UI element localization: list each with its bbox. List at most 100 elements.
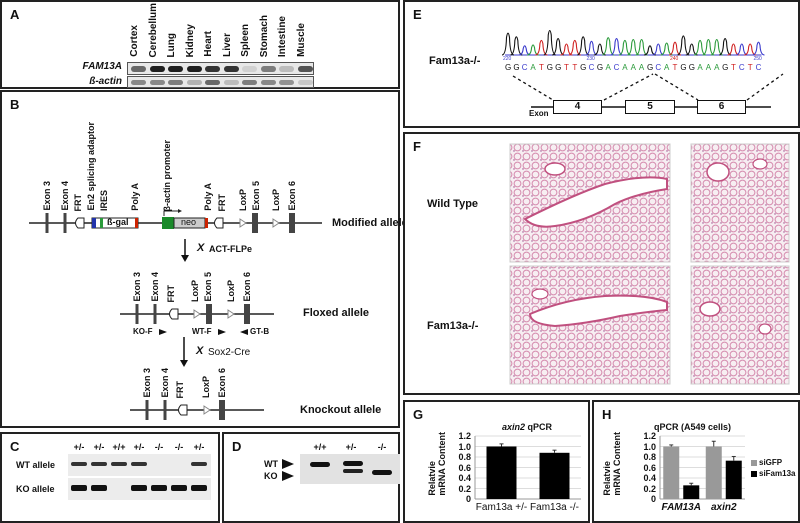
sequence-base: A xyxy=(530,63,536,72)
exon-label: Exon xyxy=(529,109,549,118)
exon-5-box: 5 xyxy=(625,100,675,114)
promoter-arrowhead-icon xyxy=(178,209,182,213)
gel-band xyxy=(91,462,107,466)
sequencing-chromatogram xyxy=(501,29,784,108)
y-tick-label: 0.2 xyxy=(458,483,471,494)
genotype-label: -/- xyxy=(154,442,164,452)
position-label: 240 xyxy=(670,56,679,62)
exon-block xyxy=(45,213,49,233)
chromatogram-peak xyxy=(752,41,765,56)
feature-label: FRT xyxy=(166,284,176,303)
genotype-label: -/- xyxy=(174,442,184,452)
chromatogram-peak xyxy=(718,38,732,56)
splice-dashed-line xyxy=(746,73,784,101)
gel-band xyxy=(242,80,257,85)
y-tick-label: 0.8 xyxy=(458,452,471,462)
sequence-base: G xyxy=(505,63,512,72)
sequence-base: T xyxy=(747,63,753,72)
genotype-label: +/- xyxy=(345,442,357,452)
chromatogram-peak xyxy=(602,37,615,56)
panel-e-label: E xyxy=(413,7,422,22)
tissue-label: Intestine xyxy=(277,15,288,57)
splice-dashed-line xyxy=(512,75,554,101)
tissue-label: Liver xyxy=(221,33,233,57)
wt-allele-label: WT allele xyxy=(16,460,56,470)
tissue-label: Spleen xyxy=(240,24,251,57)
neo-label: neo xyxy=(181,217,197,227)
exon-block xyxy=(289,213,295,233)
sequence-base: G xyxy=(688,63,695,72)
gel-band xyxy=(71,462,87,466)
exon-6-box: 6 xyxy=(697,100,746,114)
genotype-label: +/- xyxy=(73,442,85,452)
legend-label: siGFP xyxy=(759,458,783,467)
feature-label: LoxP xyxy=(271,188,281,211)
panel-h-label: H xyxy=(602,407,612,422)
chart-title: qPCR (A549 cells) xyxy=(654,422,732,432)
feature-label: FRT xyxy=(175,380,185,399)
gel-band xyxy=(131,80,146,85)
sequence-base: A xyxy=(714,63,720,72)
y-tick-label: 0.4 xyxy=(458,473,471,483)
arrow-down-icon xyxy=(181,255,189,262)
feature-label: Poly A xyxy=(203,183,213,211)
gel-band xyxy=(372,470,392,475)
sequence-base: A xyxy=(705,63,712,72)
bar xyxy=(705,446,722,499)
exon-block xyxy=(206,304,212,324)
chromatogram-peak xyxy=(526,44,540,56)
exon-block xyxy=(244,304,250,324)
wt-marker-label: WT xyxy=(264,459,278,469)
loxp-site-icon xyxy=(272,218,280,228)
gel-band xyxy=(149,66,165,72)
x-category-label: Fam13a +/- xyxy=(475,502,528,513)
tissue-label: Cortex xyxy=(129,25,140,57)
primer-arrow-icon xyxy=(159,329,167,335)
panel-f: F Wild Type Fam13a-/- xyxy=(403,132,800,395)
feature-label: LoxP xyxy=(190,279,200,302)
bar xyxy=(725,460,742,499)
chromatogram-peak xyxy=(577,36,590,56)
gel-band xyxy=(297,80,313,85)
frt-site-icon xyxy=(178,404,188,416)
chromatogram-peak xyxy=(535,39,548,56)
sequence-base: G xyxy=(596,63,604,72)
gel-band xyxy=(131,462,147,466)
gel-band xyxy=(343,469,363,473)
y-tick-label: 0.8 xyxy=(643,452,656,462)
tissue-label: Kidney xyxy=(184,23,196,57)
sequence-base: C xyxy=(588,63,595,72)
panel-a: A FAM13A ß-actin Cortex Cerebellum Lung Kid… xyxy=(0,0,400,89)
genotype-label: +/- xyxy=(93,442,105,452)
y-tick-label: 0 xyxy=(465,494,471,504)
bar xyxy=(683,485,700,499)
primer-wt-f: WT-F xyxy=(192,327,212,336)
gel-band xyxy=(279,80,294,85)
y-tick-label: 0.6 xyxy=(643,462,656,473)
chromatogram-peak xyxy=(560,43,573,56)
loxp-site-icon xyxy=(203,405,211,415)
chromatogram-peak xyxy=(543,29,556,56)
panel-h: H qPCR (A549 cells) Relatvie mRNA Content… xyxy=(592,400,800,523)
tissue-label: Stomach xyxy=(258,14,270,57)
feature-label: LoxP xyxy=(201,375,211,398)
exon-block xyxy=(135,304,139,324)
genotype-label: Fam13a-/- xyxy=(429,55,481,67)
chromatogram-peak xyxy=(635,38,648,56)
tissue-label: Muscle xyxy=(295,23,307,57)
chromatogram-peak xyxy=(710,38,723,56)
sequence-base: G xyxy=(546,63,553,72)
feature-label: Exon 6 xyxy=(287,181,297,211)
step1-label: ACT-FLPe xyxy=(209,244,253,254)
sequence-base: C xyxy=(655,63,662,72)
feature-label: Exon 6 xyxy=(242,272,252,302)
ires-block xyxy=(100,218,103,228)
wild-type-row-label: Wild Type xyxy=(427,198,479,210)
feature-label: FRT xyxy=(217,193,227,212)
sequence-base: G xyxy=(580,63,587,72)
chromatogram-peak xyxy=(510,36,523,56)
feature-label: β-actin promoter xyxy=(162,139,172,212)
genotype-label: +/- xyxy=(133,442,145,452)
gel-band xyxy=(131,66,146,72)
exon-block xyxy=(252,213,258,233)
